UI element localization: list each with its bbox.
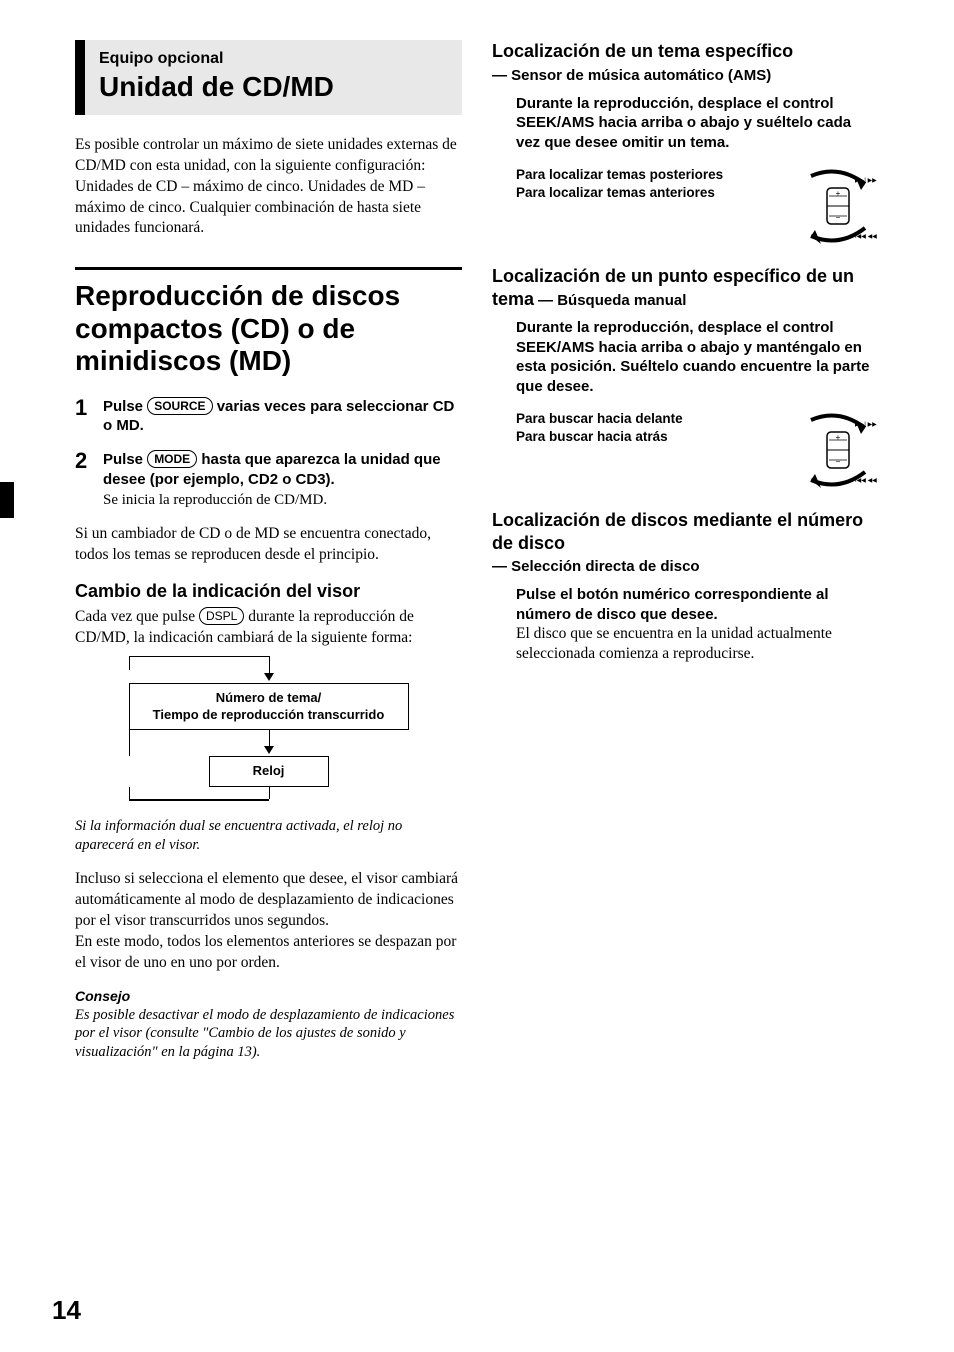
- display-cycle-flowchart: Número de tema/ Tiempo de reproducción t…: [119, 657, 419, 802]
- svg-text:+: +: [836, 189, 841, 198]
- sec1-instruction: Durante la reproducción, desplace el con…: [516, 94, 879, 153]
- sec3-title: Localización de discos mediante el númer…: [492, 509, 879, 554]
- sec1-label-down: Para localizar temas anteriores: [516, 184, 779, 202]
- flow-box-1: Número de tema/ Tiempo de reproducción t…: [129, 683, 409, 731]
- sec1-subtitle: — Sensor de música automático (AMS): [492, 67, 879, 84]
- svg-text:▶▶I ▶▶: ▶▶I ▶▶: [855, 178, 877, 184]
- right-column: Localización de un tema específico — Sen…: [492, 40, 904, 1062]
- svg-text:−: −: [836, 457, 841, 466]
- tip-text: Es posible desactivar el modo de desplaz…: [75, 1006, 462, 1063]
- flow-box-2: Reloj: [209, 756, 329, 787]
- tip-heading: Consejo: [75, 988, 462, 1004]
- dual-info-note: Si la información dual se encuentra acti…: [75, 817, 462, 855]
- sec2-control-diagram: Para buscar hacia delante Para buscar ha…: [516, 410, 879, 495]
- step-text-pre: Pulse: [103, 451, 147, 468]
- dspl-button-pill: DSPL: [199, 607, 244, 625]
- seek-ams-rocker-icon: + − ▶▶I ▶▶ I◀◀ ◀◀: [789, 410, 879, 495]
- step-sub-text: Se inicia la reproducción de CD/MD.: [103, 492, 327, 508]
- left-column: Equipo opcional Unidad de CD/MD Es posib…: [0, 40, 462, 1062]
- page-side-tab: [0, 482, 14, 518]
- seek-ams-rocker-icon: + − ▶▶I ▶▶ I◀◀ ◀◀: [789, 166, 879, 251]
- sec3-regular: El disco que se encuentra en la unidad a…: [516, 624, 879, 664]
- page-number: 14: [52, 1295, 81, 1326]
- sec1-title: Localización de un tema específico: [492, 40, 879, 63]
- svg-text:I◀◀ ◀◀: I◀◀ ◀◀: [855, 234, 877, 240]
- sec1-label-up: Para localizar temas posteriores: [516, 166, 779, 184]
- sec2-label-down: Para buscar hacia atrás: [516, 428, 779, 446]
- sec2-instruction: Durante la reproducción, desplace el con…: [516, 318, 879, 396]
- step-1: 1 Pulse SOURCE varias veces para selecci…: [75, 397, 462, 436]
- page-content: Equipo opcional Unidad de CD/MD Es posib…: [0, 40, 904, 1062]
- intro-paragraph: Es posible controlar un máximo de siete …: [75, 135, 462, 240]
- step-number: 2: [75, 450, 93, 472]
- divider: [75, 267, 462, 270]
- step-number: 1: [75, 397, 93, 419]
- section-title: Unidad de CD/MD: [99, 72, 448, 103]
- sec2-subtitle: — Búsqueda manual: [538, 292, 686, 309]
- after-steps-paragraph: Si un cambiador de CD o de MD se encuent…: [75, 524, 462, 566]
- section-overline: Equipo opcional: [99, 50, 448, 68]
- svg-text:I◀◀ ◀◀: I◀◀ ◀◀: [855, 478, 877, 484]
- step-text-pre: Pulse: [103, 398, 147, 415]
- svg-text:−: −: [836, 213, 841, 222]
- main-heading: Reproducción de discos compactos (CD) o …: [75, 280, 462, 377]
- display-para-pre: Cada vez que pulse: [75, 608, 199, 625]
- source-button-pill: SOURCE: [147, 397, 212, 415]
- sec3-bold: Pulse el botón numérico correspondiente …: [516, 585, 879, 624]
- sec1-control-diagram: Para localizar temas posteriores Para lo…: [516, 166, 879, 251]
- sec2-label-up: Para buscar hacia delante: [516, 410, 779, 428]
- sec3-subtitle: — Selección directa de disco: [492, 558, 879, 575]
- display-change-heading: Cambio de la indicación del visor: [75, 580, 462, 603]
- step-2: 2 Pulse MODE hasta que aparezca la unida…: [75, 450, 462, 511]
- scroll-mode-paragraph: Incluso si selecciona el elemento que de…: [75, 869, 462, 974]
- svg-text:+: +: [836, 433, 841, 442]
- svg-text:▶▶I ▶▶: ▶▶I ▶▶: [855, 422, 877, 428]
- section-header: Equipo opcional Unidad de CD/MD: [75, 40, 462, 115]
- mode-button-pill: MODE: [147, 450, 197, 468]
